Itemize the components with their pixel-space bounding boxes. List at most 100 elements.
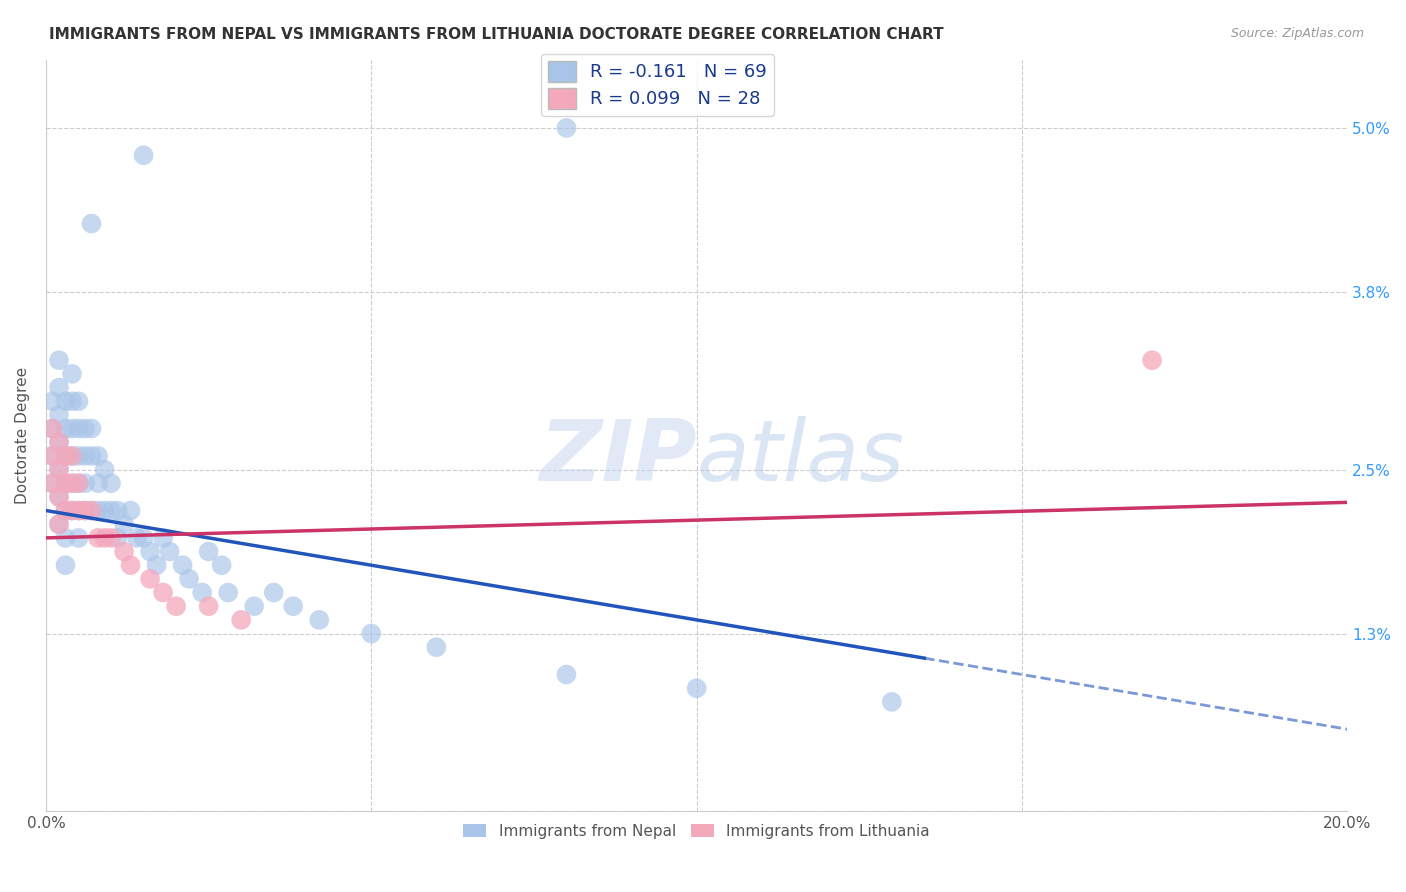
Point: [73, 503, 96, 517]
Point: [41, 476, 63, 491]
Point: [55, 503, 77, 517]
Text: atlas: atlas: [696, 417, 904, 500]
Point: [80, 217, 103, 231]
Point: [120, 558, 142, 573]
Point: [308, 613, 330, 627]
Point: [48, 517, 70, 532]
Point: [145, 558, 167, 573]
Point: [211, 558, 233, 573]
Point: [139, 572, 162, 586]
Point: [87, 503, 110, 517]
Point: [93, 503, 115, 517]
Point: [48, 462, 70, 476]
Point: [217, 585, 239, 599]
Point: [60, 476, 83, 491]
Point: [48, 435, 70, 450]
Point: [425, 640, 447, 655]
Point: [73, 476, 96, 491]
Point: [60, 503, 83, 517]
Text: ZIP: ZIP: [538, 417, 696, 500]
Point: [55, 531, 77, 545]
Point: [55, 476, 77, 491]
Point: [93, 531, 115, 545]
Point: [67, 449, 90, 463]
Point: [60, 449, 83, 463]
Point: [197, 599, 219, 614]
Point: [243, 599, 266, 614]
Point: [120, 503, 142, 517]
Point: [107, 531, 129, 545]
Point: [1140, 353, 1163, 368]
Point: [179, 572, 201, 586]
Point: [159, 544, 181, 558]
Point: [55, 449, 77, 463]
Point: [152, 531, 174, 545]
Point: [48, 353, 70, 368]
Point: [41, 394, 63, 409]
Point: [100, 503, 122, 517]
Point: [60, 367, 83, 381]
Text: Source: ZipAtlas.com: Source: ZipAtlas.com: [1230, 27, 1364, 40]
Point: [125, 531, 148, 545]
Point: [73, 503, 96, 517]
Point: [67, 531, 90, 545]
Point: [41, 421, 63, 435]
Point: [172, 558, 194, 573]
Point: [87, 531, 110, 545]
Point: [60, 421, 83, 435]
Text: IMMIGRANTS FROM NEPAL VS IMMIGRANTS FROM LITHUANIA DOCTORATE DEGREE CORRELATION : IMMIGRANTS FROM NEPAL VS IMMIGRANTS FROM…: [49, 27, 943, 42]
Point: [55, 476, 77, 491]
Point: [55, 421, 77, 435]
Point: [67, 421, 90, 435]
Point: [231, 613, 253, 627]
Point: [55, 503, 77, 517]
Point: [41, 449, 63, 463]
Point: [555, 667, 578, 681]
Point: [55, 558, 77, 573]
Point: [263, 585, 285, 599]
Point: [87, 476, 110, 491]
Point: [67, 476, 90, 491]
Point: [48, 517, 70, 532]
Point: [165, 599, 187, 614]
Point: [41, 449, 63, 463]
Point: [60, 476, 83, 491]
Point: [152, 585, 174, 599]
Point: [73, 421, 96, 435]
Point: [112, 544, 135, 558]
Point: [132, 148, 155, 162]
Y-axis label: Doctorate Degree: Doctorate Degree: [15, 367, 30, 504]
Point: [48, 490, 70, 504]
Point: [41, 421, 63, 435]
Point: [55, 449, 77, 463]
Point: [132, 531, 155, 545]
Point: [55, 394, 77, 409]
Point: [80, 421, 103, 435]
Point: [48, 380, 70, 394]
Legend: Immigrants from Nepal, Immigrants from Lithuania: Immigrants from Nepal, Immigrants from L…: [457, 818, 936, 845]
Point: [67, 394, 90, 409]
Point: [80, 449, 103, 463]
Point: [191, 585, 214, 599]
Point: [87, 449, 110, 463]
Point: [360, 626, 382, 640]
Point: [60, 449, 83, 463]
Point: [685, 681, 707, 696]
Point: [100, 476, 122, 491]
Point: [80, 503, 103, 517]
Point: [67, 476, 90, 491]
Point: [139, 544, 162, 558]
Point: [197, 544, 219, 558]
Point: [67, 503, 90, 517]
Point: [48, 462, 70, 476]
Point: [73, 449, 96, 463]
Point: [60, 503, 83, 517]
Point: [60, 394, 83, 409]
Point: [107, 503, 129, 517]
Point: [93, 462, 115, 476]
Point: [555, 120, 578, 135]
Point: [41, 476, 63, 491]
Point: [48, 490, 70, 504]
Point: [80, 503, 103, 517]
Point: [100, 531, 122, 545]
